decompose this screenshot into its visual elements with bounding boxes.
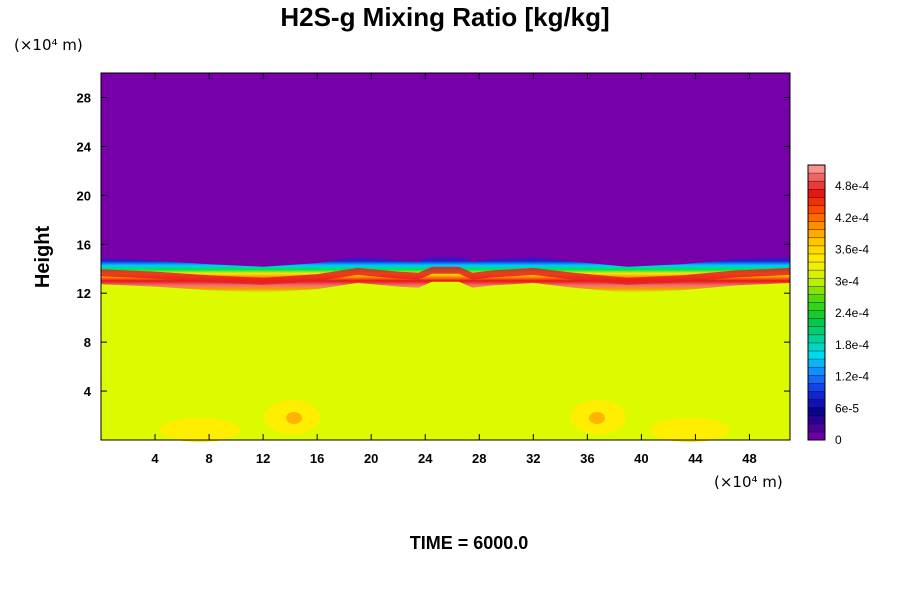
x-tick-label: 12 — [256, 451, 270, 466]
colorbar-swatch — [808, 262, 825, 271]
surface-blob-core — [286, 412, 302, 424]
colorbar-swatch — [808, 286, 825, 295]
colorbar-swatch — [808, 310, 825, 319]
x-tick-label: 48 — [742, 451, 756, 466]
chart-title: H2S-g Mixing Ratio [kg/kg] — [280, 2, 609, 32]
x-tick-label: 4 — [151, 451, 159, 466]
x-tick-label: 40 — [634, 451, 648, 466]
colorbar-swatch — [808, 165, 825, 174]
colorbar-swatch — [808, 181, 825, 190]
colorbar-tick-label: 2.4e-4 — [835, 306, 869, 320]
y-axis-ticks: 4 8 12 16 20 24 28 — [77, 90, 790, 399]
colorbar-tick-label: 4.2e-4 — [835, 211, 869, 225]
peak-layer — [101, 266, 790, 285]
colorbar-swatch — [808, 383, 825, 392]
colorbar-swatch — [808, 318, 825, 328]
colorbar-swatch — [808, 359, 825, 368]
surface-blob — [650, 418, 730, 442]
colorbar-swatch — [808, 245, 825, 255]
surface-features — [160, 400, 730, 442]
colorbar-frame — [807, 164, 826, 441]
x-tick-label: 20 — [364, 451, 378, 466]
colorbar-swatch — [808, 334, 825, 344]
colorbar-tick-label: 6e-5 — [835, 401, 859, 415]
y-tick-label: 28 — [77, 90, 91, 105]
colorbar-swatch — [808, 213, 825, 222]
y-tick-label: 8 — [84, 335, 91, 350]
x-axis-unit: (×10⁴ m) — [714, 473, 783, 491]
y-axis-label: Height — [32, 226, 54, 289]
y-axis-unit: (×10⁴ m) — [14, 36, 83, 54]
colorbar-swatch — [808, 342, 825, 352]
colorbar-swatch — [808, 407, 825, 417]
surface-blob-core — [589, 412, 605, 424]
x-axis-ticks: 4 8 12 16 20 24 28 32 36 40 44 48 — [151, 73, 757, 466]
colorbar-swatch — [808, 189, 825, 198]
colorbar-swatch — [808, 431, 825, 441]
y-tick-label: 24 — [77, 139, 92, 154]
x-tick-label: 8 — [205, 451, 212, 466]
colorbar-tick-label: 1.2e-4 — [835, 370, 869, 384]
colorbar-swatch — [808, 326, 825, 336]
colorbar-swatch — [808, 221, 825, 231]
x-tick-label: 16 — [310, 451, 324, 466]
colorbar-swatch — [808, 391, 825, 400]
colorbar-tick-label: 4.8e-4 — [835, 179, 869, 193]
colorbar-swatch — [808, 367, 825, 376]
colorbar-swatch — [808, 399, 825, 408]
colorbar-swatch — [808, 423, 825, 433]
plot-area — [100, 72, 791, 442]
colorbar-tick-label: 1.8e-4 — [835, 338, 869, 352]
colorbar-swatch — [808, 278, 825, 287]
colorbar-swatch — [808, 197, 825, 206]
plot-frame — [100, 72, 791, 441]
x-tick-label: 24 — [418, 451, 433, 466]
time-label: TIME = 6000.0 — [410, 533, 529, 553]
colorbar-swatch — [808, 375, 825, 384]
colorbar-swatch — [808, 205, 825, 214]
colorbar-swatch — [808, 173, 825, 182]
colorbar-swatch — [808, 237, 825, 247]
x-tick-label: 36 — [580, 451, 594, 466]
y-tick-label: 12 — [77, 286, 91, 301]
x-tick-label: 28 — [472, 451, 486, 466]
colorbar: 0 6e-5 1.2e-4 1.8e-4 2.4e-4 3e-4 3.6e-4 4.2e-4 4… — [807, 164, 869, 447]
colorbar-swatch — [808, 351, 825, 360]
x-tick-label: 32 — [526, 451, 540, 466]
y-tick-label: 16 — [77, 237, 91, 252]
colorbar-swatch — [808, 415, 825, 425]
y-tick-label: 4 — [84, 384, 92, 399]
upper-region — [101, 73, 790, 269]
colorbar-tick-label: 3.6e-4 — [835, 243, 869, 257]
colorbar-swatch — [808, 253, 825, 263]
colorbar-swatch — [808, 302, 825, 311]
colorbar-swatch — [808, 229, 825, 239]
colorbar-swatch — [808, 294, 825, 303]
colorbar-tick-label: 0 — [835, 433, 842, 447]
y-tick-label: 20 — [77, 188, 91, 203]
colorbar-swatch — [808, 270, 825, 279]
x-tick-label: 44 — [688, 451, 703, 466]
surface-blob — [160, 418, 240, 442]
colorbar-tick-label: 3e-4 — [835, 274, 859, 288]
